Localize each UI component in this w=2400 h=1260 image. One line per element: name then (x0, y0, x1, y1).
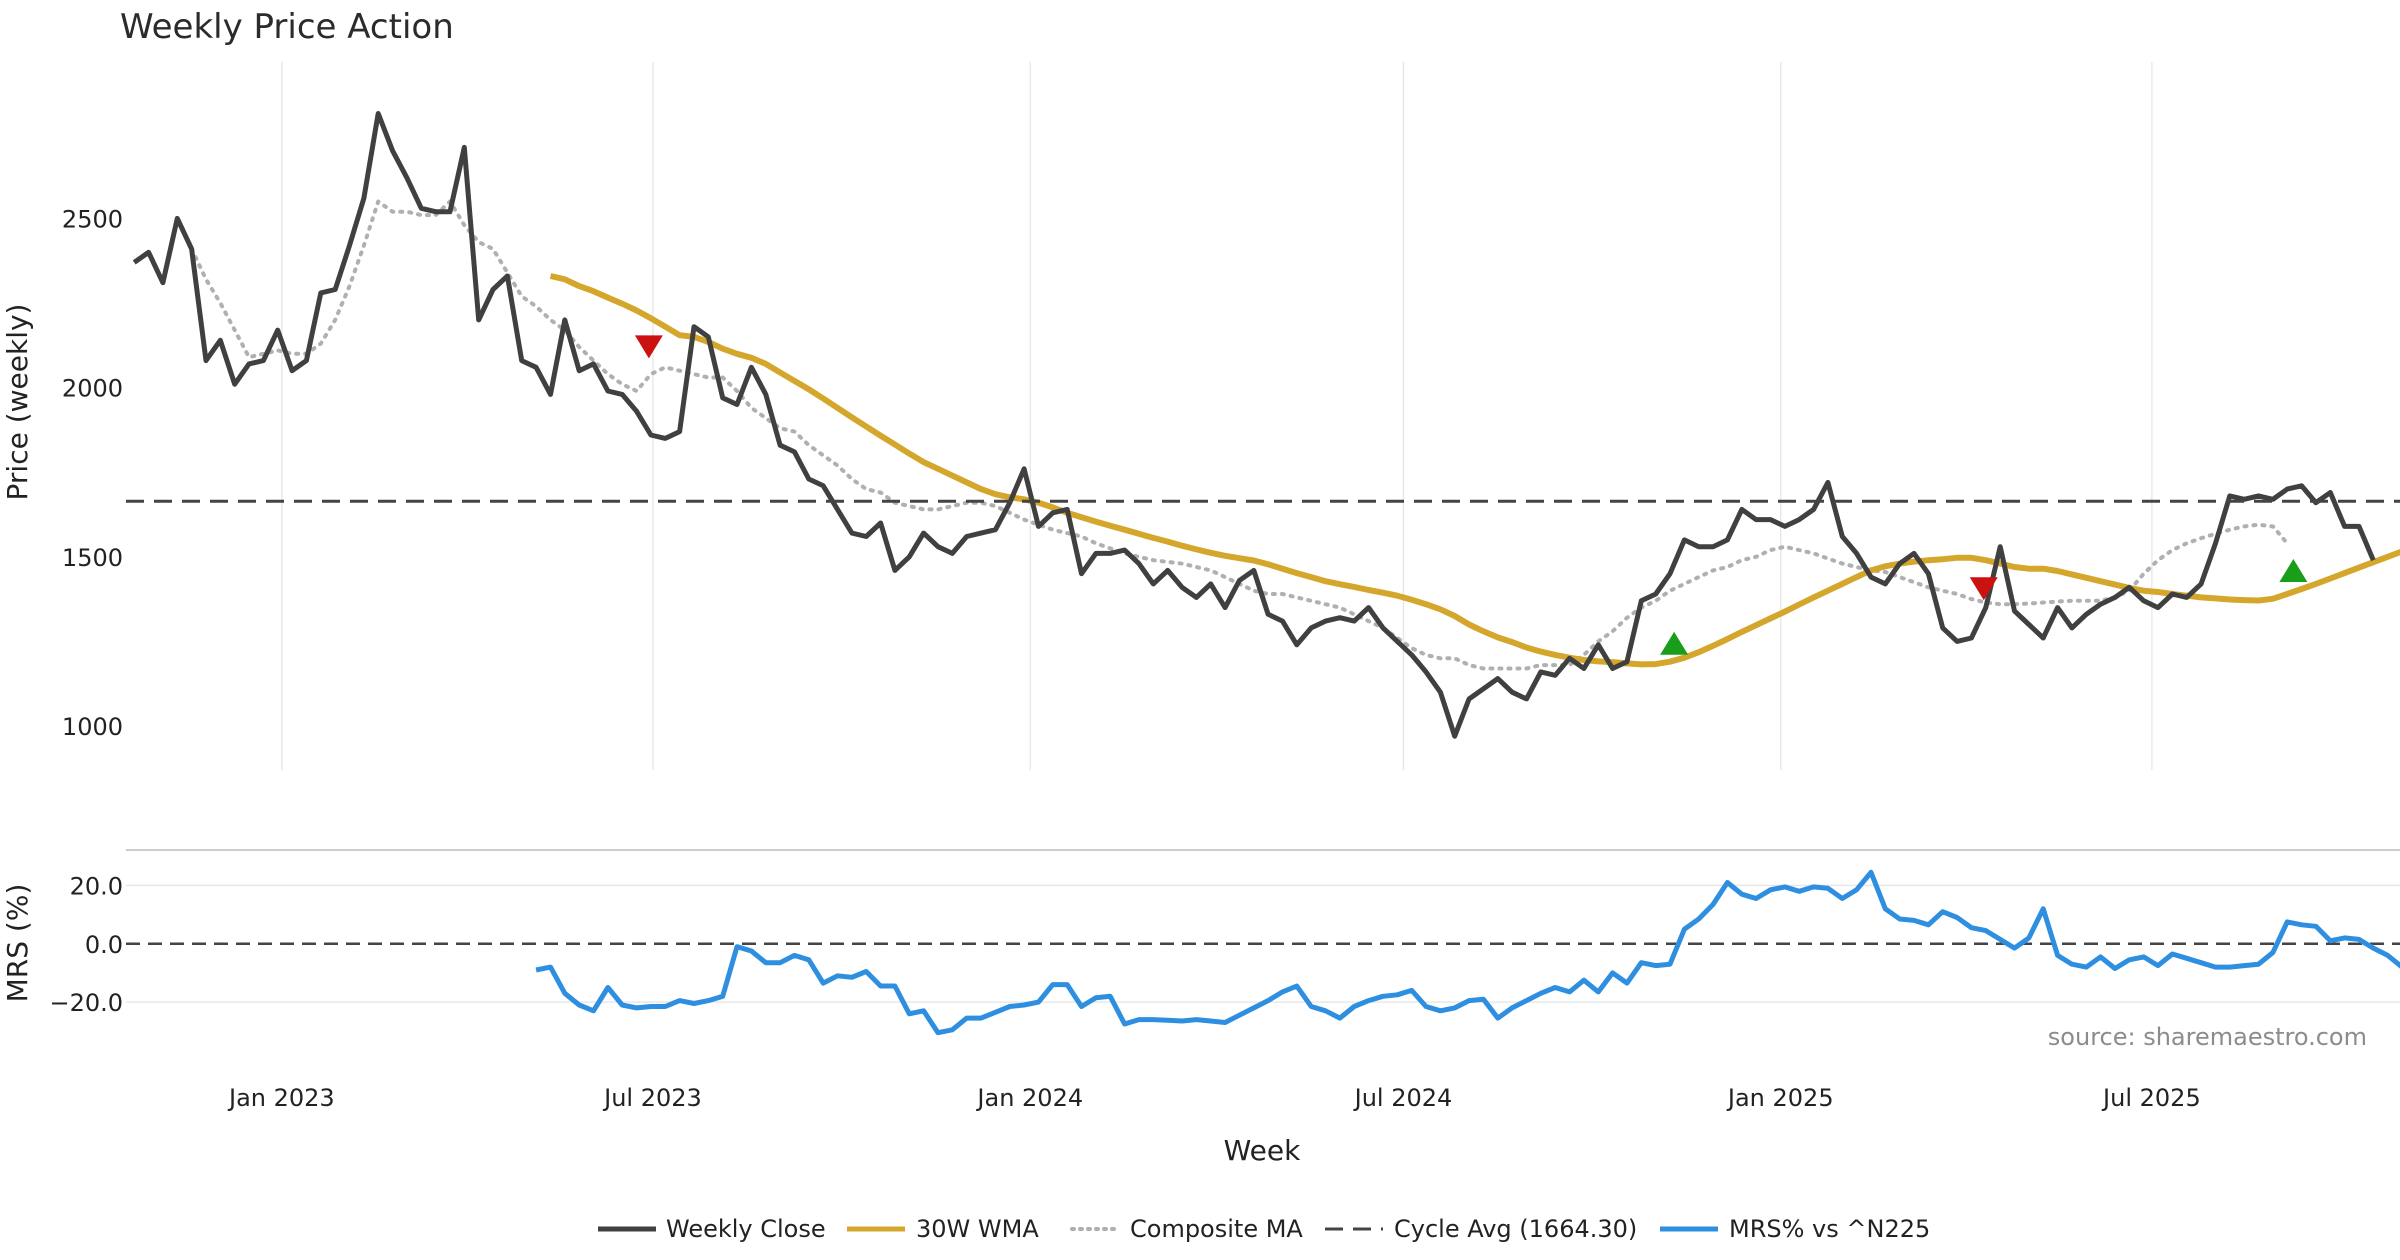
mrs-series (535, 869, 2400, 1036)
mrs-y-tick-label: 0.0 (85, 931, 123, 959)
legend-item-mrs: MRS% vs ^N225 (1660, 1215, 1930, 1243)
series-30w-wma (549, 273, 2400, 668)
legend-label-composite-ma: Composite MA (1130, 1215, 1303, 1243)
sell-signal-marker (1969, 577, 1998, 601)
price-grid (281, 62, 2153, 770)
buy-signal-marker (2279, 559, 2308, 583)
legend-label-30w-wma: 30W WMA (916, 1215, 1039, 1243)
x-tick-label: Jul 2025 (2101, 1084, 2201, 1112)
legend-item-weekly-close: Weekly Close (598, 1215, 826, 1243)
x-ticks: Jan 2023 Jul 2023 Jan 2024 Jul 2024 Jan 2025… (227, 1084, 2201, 1112)
x-axis-label: Week (1224, 1134, 1301, 1167)
mrs-y-tick-label: 20.0 (70, 872, 123, 900)
price-y-tick-label: 2000 (62, 375, 123, 403)
mrs-y-axis-label: MRS (%) (1, 884, 34, 1003)
series-weekly-close (132, 111, 2376, 739)
x-tick-label: Jul 2024 (1353, 1084, 1453, 1112)
legend-label-mrs: MRS% vs ^N225 (1729, 1215, 1930, 1243)
price-series (126, 111, 2400, 739)
legend-label-cycle-avg: Cycle Avg (1664.30) (1394, 1215, 1637, 1243)
sell-signal-marker (634, 335, 663, 359)
mrs-y-tick-label: −20.0 (49, 989, 123, 1017)
source-credit: source: sharemaestro.com (2048, 1023, 2367, 1051)
legend-label-weekly-close: Weekly Close (666, 1215, 826, 1243)
price-y-axis-label: Price (weekly) (1, 304, 34, 501)
chart-title: Weekly Price Action (120, 7, 454, 47)
price-y-ticks: 1000 1500 2000 2500 (62, 205, 123, 741)
price-y-tick-label: 1000 (62, 713, 123, 741)
x-tick-label: Jan 2025 (1726, 1084, 1834, 1112)
price-y-tick-label: 2500 (62, 205, 123, 233)
x-tick-label: Jul 2023 (602, 1084, 702, 1112)
mrs-y-ticks: 20.0 0.0 −20.0 (49, 872, 123, 1017)
x-tick-label: Jan 2024 (975, 1084, 1083, 1112)
legend: Weekly Close 30W WMA Composite MA Cycle … (598, 1215, 1930, 1243)
signal-markers (634, 335, 2308, 655)
legend-item-30w-wma: 30W WMA (847, 1215, 1039, 1243)
series-composite-ma (189, 199, 2290, 671)
legend-item-composite-ma: Composite MA (1070, 1215, 1303, 1243)
price-y-tick-label: 1500 (62, 544, 123, 572)
legend-item-cycle-avg: Cycle Avg (1664.30) (1325, 1215, 1637, 1243)
mrs-grid (126, 884, 2400, 1003)
x-tick-label: Jan 2023 (227, 1084, 335, 1112)
buy-signal-marker (1660, 631, 1689, 655)
series-mrs (535, 869, 2400, 1036)
